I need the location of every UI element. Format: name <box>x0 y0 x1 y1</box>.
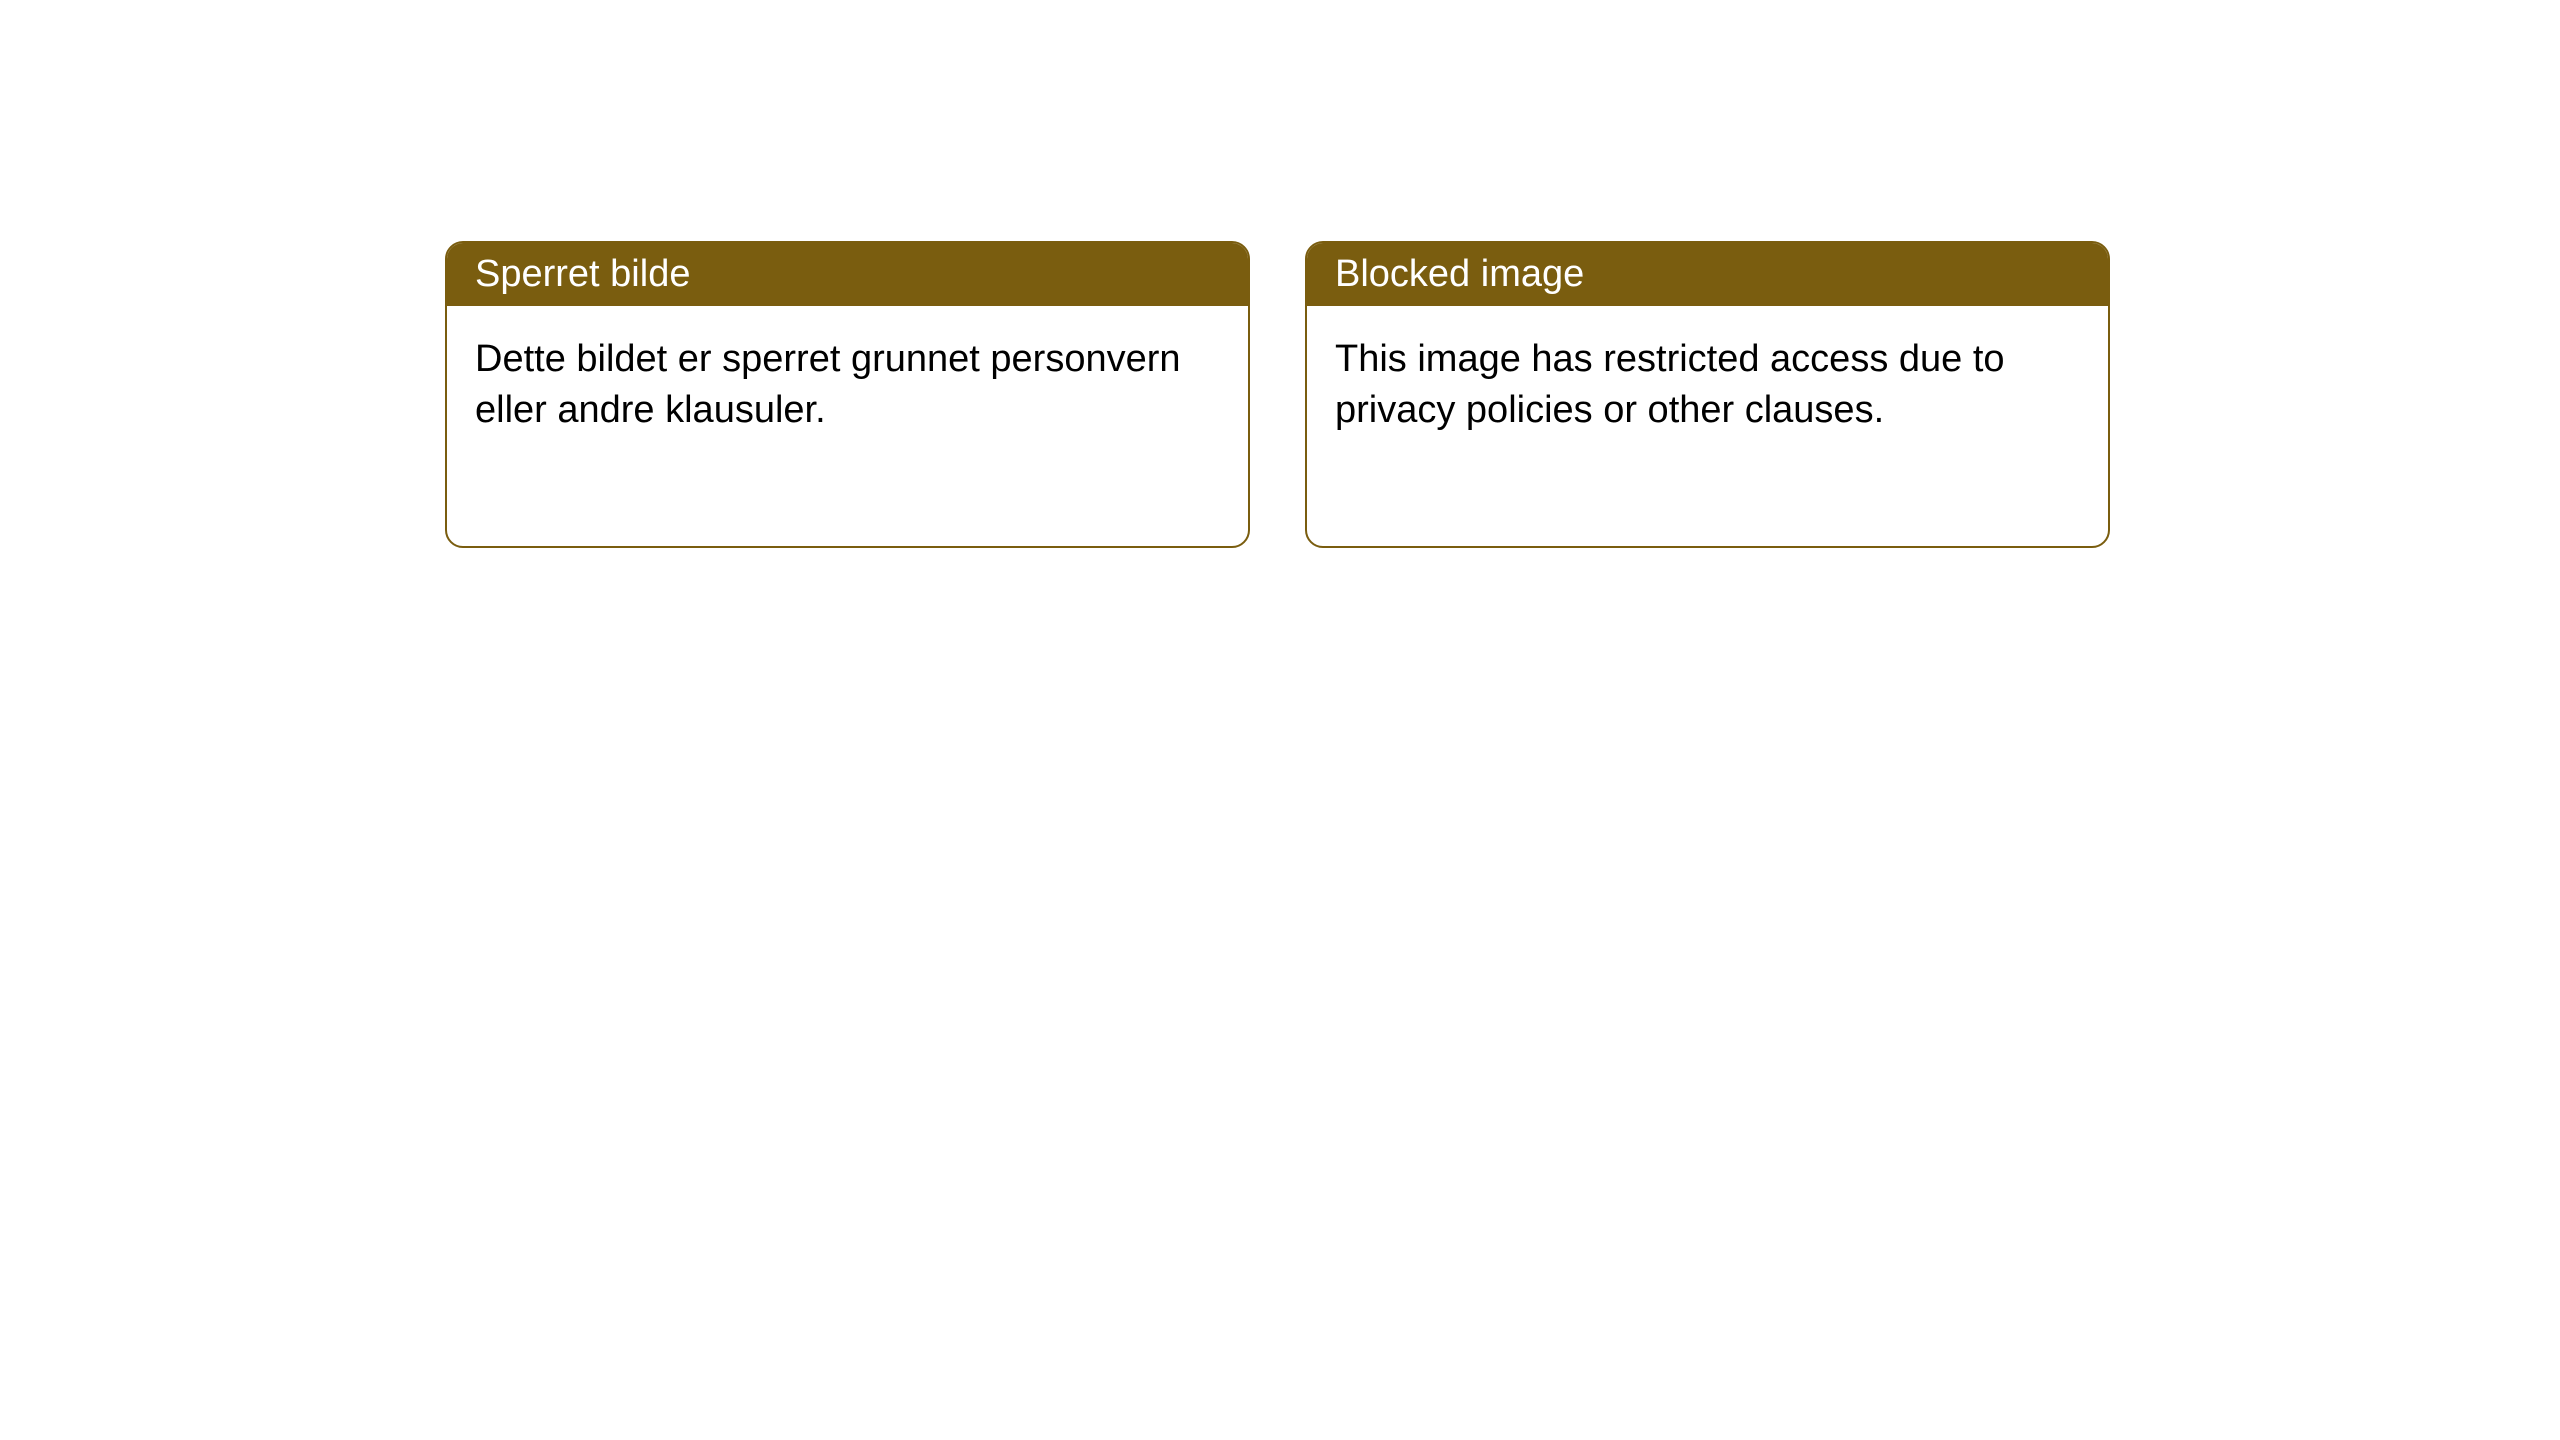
notice-title-norwegian: Sperret bilde <box>447 243 1248 306</box>
notice-card-norwegian: Sperret bilde Dette bildet er sperret gr… <box>445 241 1250 548</box>
notice-body-norwegian: Dette bildet er sperret grunnet personve… <box>447 306 1248 546</box>
notice-body-english: This image has restricted access due to … <box>1307 306 2108 546</box>
notices-container: Sperret bilde Dette bildet er sperret gr… <box>445 241 2110 548</box>
notice-title-english: Blocked image <box>1307 243 2108 306</box>
notice-card-english: Blocked image This image has restricted … <box>1305 241 2110 548</box>
